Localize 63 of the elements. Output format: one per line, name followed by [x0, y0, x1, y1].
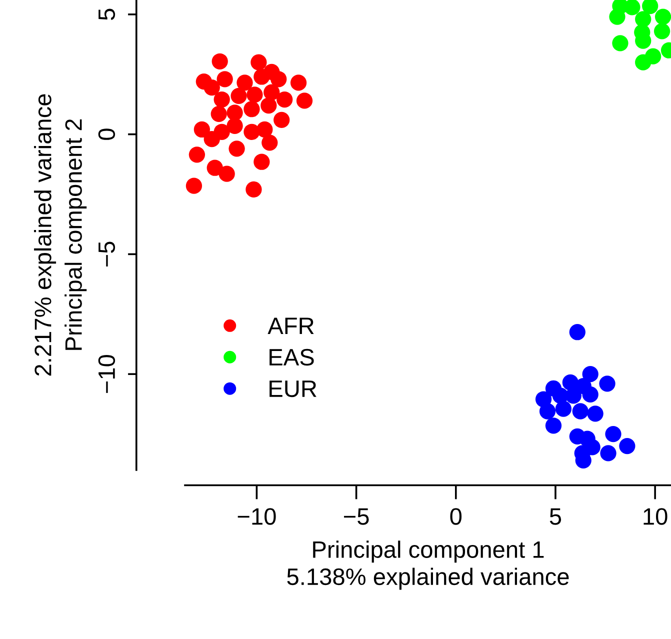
point — [582, 366, 598, 382]
legend-label: AFR — [268, 318, 314, 334]
y-axis-title: 2.217% explained variance Principal component 2 — [34, 94, 87, 376]
point — [290, 74, 307, 91]
point — [539, 403, 556, 420]
point — [256, 121, 273, 138]
point — [654, 8, 671, 25]
point — [545, 418, 562, 434]
x-tick-label: −5 — [344, 508, 369, 525]
point — [599, 376, 616, 392]
point — [244, 101, 260, 118]
x-tick-label: −10 — [238, 508, 276, 525]
point — [204, 79, 220, 96]
legend-label: EAS — [270, 348, 314, 366]
point — [214, 91, 230, 108]
x-axis-title: Principal component 1 5.138% explained variance — [287, 540, 569, 590]
point — [587, 406, 604, 422]
point — [274, 112, 290, 128]
point — [210, 106, 227, 122]
point — [262, 134, 278, 151]
point — [250, 54, 267, 70]
point — [260, 97, 277, 114]
point — [270, 71, 287, 88]
y-tick-label: −5 — [98, 242, 116, 266]
point — [230, 88, 247, 104]
point — [572, 403, 588, 420]
point — [609, 8, 626, 25]
point — [228, 140, 245, 157]
point — [296, 92, 313, 109]
point — [605, 426, 622, 442]
point — [582, 386, 598, 403]
point — [612, 35, 628, 52]
point — [569, 324, 586, 340]
point — [216, 71, 233, 88]
point — [555, 400, 572, 417]
point — [206, 160, 223, 176]
point — [635, 11, 652, 28]
point — [246, 86, 263, 103]
point — [565, 388, 582, 404]
x-tick-label: 0 — [450, 508, 462, 525]
x-tick-label: 10 — [644, 508, 668, 525]
point — [188, 146, 206, 163]
point — [212, 53, 228, 70]
point — [214, 124, 230, 140]
point — [654, 23, 670, 40]
point — [619, 438, 636, 454]
point — [635, 54, 652, 70]
y-tick-label: 0 — [98, 128, 116, 140]
y-tick-label: 5 — [98, 8, 116, 20]
point — [186, 178, 202, 194]
point — [236, 74, 253, 91]
point — [226, 118, 243, 134]
legend-label: EUR — [270, 380, 316, 398]
x-tick-label: 5 — [550, 508, 562, 525]
point — [194, 121, 210, 138]
point — [254, 154, 270, 170]
point — [246, 181, 262, 198]
point — [218, 166, 235, 182]
point — [624, 0, 640, 16]
point — [254, 68, 270, 85]
point — [600, 445, 616, 462]
point — [276, 91, 293, 108]
y-tick-label: −10 — [98, 354, 116, 393]
